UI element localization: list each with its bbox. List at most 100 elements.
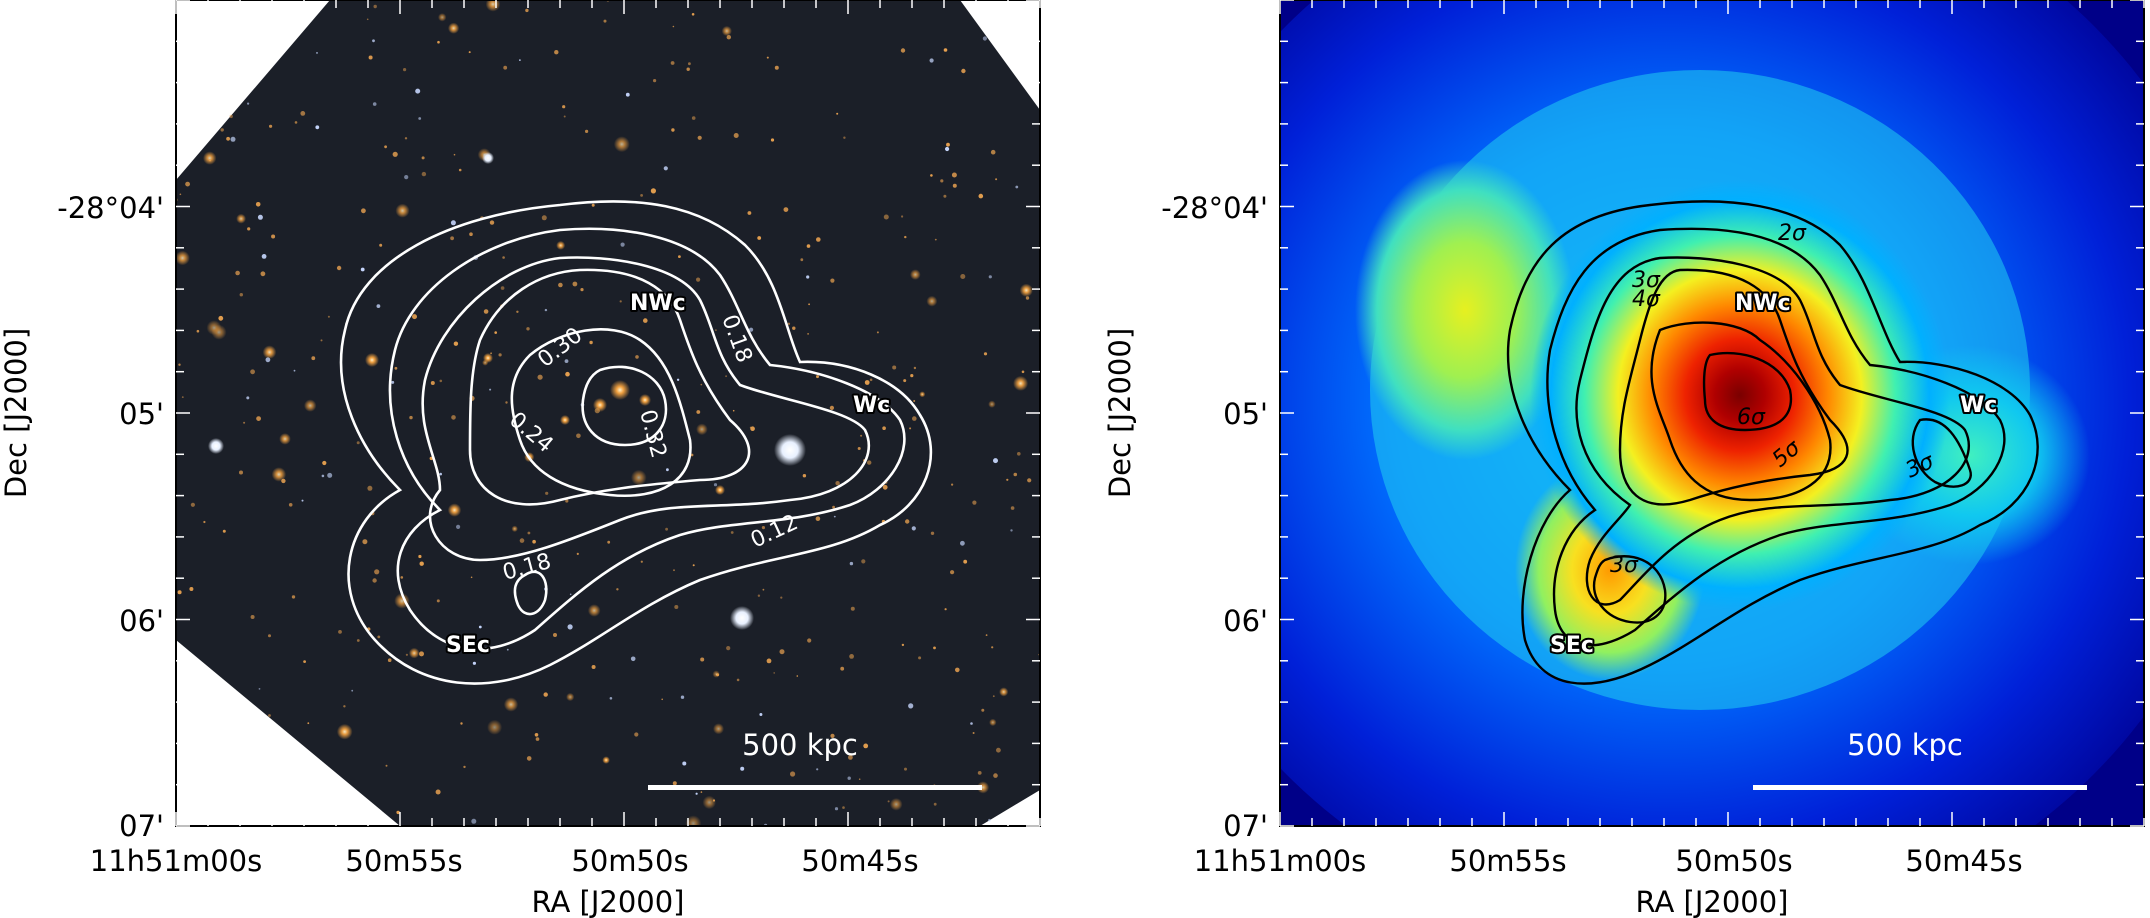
galaxy	[177, 590, 182, 595]
galaxy	[635, 355, 639, 359]
galaxy	[892, 365, 897, 370]
galaxy	[616, 588, 619, 591]
galaxy	[857, 447, 861, 450]
galaxy	[189, 587, 194, 591]
galaxy	[666, 468, 669, 472]
galaxy	[463, 765, 466, 769]
galaxy	[226, 136, 231, 141]
galaxy	[910, 269, 921, 280]
galaxy	[790, 771, 796, 777]
galaxy	[901, 215, 904, 218]
cluster-galaxy	[610, 380, 630, 400]
galaxy	[261, 254, 267, 259]
galaxy	[404, 137, 408, 140]
galaxy	[678, 255, 681, 258]
galaxy	[396, 810, 400, 815]
galaxy	[372, 39, 375, 43]
galaxy	[580, 288, 584, 292]
galaxy	[876, 331, 879, 334]
galaxy	[929, 58, 934, 63]
galaxy	[320, 339, 323, 342]
galaxy	[303, 660, 306, 663]
galaxy	[749, 426, 752, 429]
galaxy	[458, 168, 462, 172]
galaxy	[631, 469, 647, 486]
galaxy	[901, 643, 905, 647]
galaxy	[988, 275, 992, 279]
galaxy	[373, 4, 377, 9]
galaxy	[713, 723, 724, 735]
galaxy	[982, 36, 988, 41]
galaxy	[747, 211, 752, 215]
ticks-right	[1279, 0, 2145, 827]
galaxy	[680, 695, 685, 699]
galaxy	[576, 552, 579, 556]
galaxy	[918, 656, 922, 660]
x-tick-label: 11h51m00s	[1194, 844, 1366, 878]
galaxy	[385, 764, 388, 767]
galaxy	[387, 658, 392, 662]
y-tick-label: 05'	[1223, 397, 1268, 431]
galaxy	[696, 277, 701, 282]
galaxy	[843, 136, 846, 139]
galaxy	[450, 236, 454, 241]
galaxy	[665, 527, 668, 531]
galaxy	[502, 256, 505, 259]
galaxy	[995, 178, 998, 181]
bright-star	[774, 434, 806, 466]
galaxy	[503, 65, 508, 70]
galaxy	[816, 375, 819, 379]
galaxy	[361, 208, 366, 214]
galaxy	[437, 40, 440, 44]
galaxy	[239, 293, 243, 297]
galaxy	[850, 606, 855, 611]
galaxy	[176, 250, 190, 266]
galaxy	[421, 156, 425, 160]
galaxy	[415, 88, 421, 94]
galaxy	[672, 781, 677, 786]
galaxy	[500, 286, 505, 290]
x-tick-label: 50m45s	[801, 844, 918, 878]
galaxy	[190, 502, 195, 507]
galaxy	[268, 714, 271, 717]
galaxy	[978, 193, 984, 199]
galaxy	[362, 539, 368, 545]
galaxy	[471, 818, 477, 824]
galaxy	[848, 755, 853, 760]
galaxy	[562, 105, 566, 109]
cluster-galaxy	[593, 398, 607, 412]
galaxy	[435, 789, 441, 795]
galaxy	[908, 703, 914, 709]
galaxy	[505, 401, 508, 404]
galaxy	[526, 327, 530, 331]
galaxy	[566, 692, 575, 702]
galaxy	[438, 13, 447, 22]
galaxy	[726, 646, 731, 651]
galaxy	[394, 366, 398, 370]
y-tick-label: 06'	[1223, 604, 1268, 638]
galaxy	[430, 381, 435, 385]
galaxy	[368, 55, 373, 60]
galaxy	[762, 588, 765, 591]
galaxy	[952, 183, 957, 188]
contour-label: 4σ	[1632, 287, 1661, 312]
galaxy	[591, 665, 596, 669]
galaxy	[858, 778, 861, 780]
galaxy	[757, 236, 762, 240]
galaxy	[483, 309, 489, 314]
galaxy	[682, 761, 687, 766]
galaxy	[532, 539, 536, 544]
galaxy	[409, 415, 413, 420]
galaxy	[408, 647, 420, 659]
galaxy	[671, 128, 675, 132]
x-axis-label: RA [J2000]	[531, 885, 684, 918]
galaxy	[955, 667, 960, 673]
galaxy	[181, 396, 184, 398]
galaxy	[740, 766, 745, 771]
galaxy	[203, 520, 206, 524]
galaxy	[692, 564, 695, 567]
galaxy	[196, 329, 200, 333]
galaxy	[291, 595, 296, 599]
galaxy	[315, 125, 320, 130]
galaxy	[607, 540, 611, 544]
